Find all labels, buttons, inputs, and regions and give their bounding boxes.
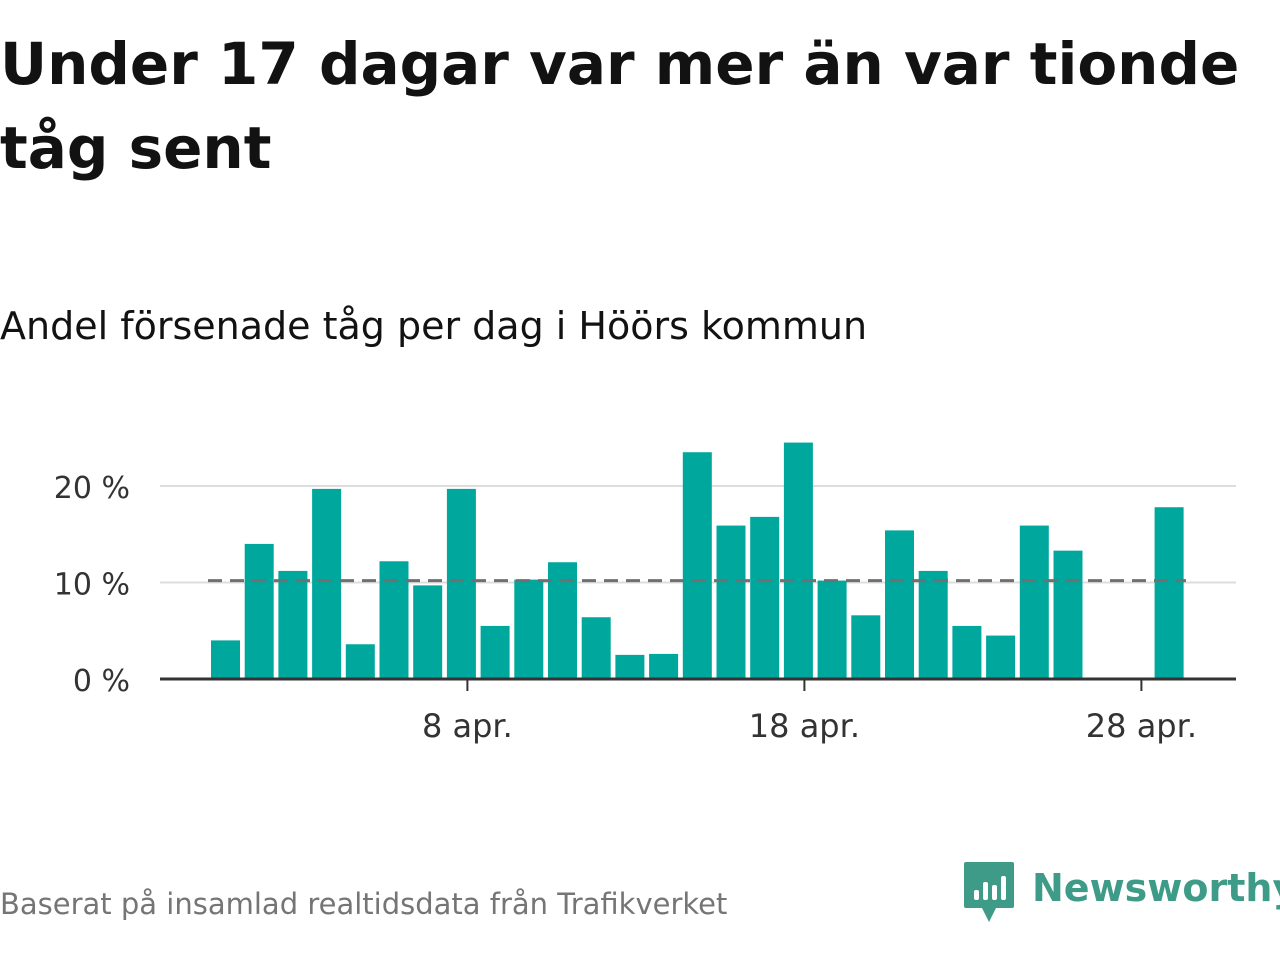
bar xyxy=(716,525,746,679)
bar xyxy=(817,580,847,679)
bar xyxy=(1154,507,1184,679)
newsworthy-logo-icon xyxy=(964,862,1014,922)
x-tick-label: 28 apr. xyxy=(1086,707,1197,745)
bar xyxy=(986,635,1016,679)
bar xyxy=(682,452,712,679)
source-note: Baserat på insamlad realtidsdata från Tr… xyxy=(0,887,728,921)
bar xyxy=(345,644,375,679)
bar xyxy=(649,653,679,679)
bar xyxy=(278,570,308,679)
bar xyxy=(1019,525,1049,679)
brand-name: Newsworthy xyxy=(1032,866,1280,910)
bar xyxy=(480,625,510,679)
bar xyxy=(918,570,948,679)
bar xyxy=(851,615,881,679)
bar xyxy=(446,488,476,679)
x-tick-label: 8 apr. xyxy=(422,707,513,745)
bar xyxy=(1053,550,1083,679)
chart-title: Andel försenade tåg per dag i Höörs komm… xyxy=(0,304,868,348)
axes: 0 % 10 % 20 % 8 apr. 18 apr. 28 apr. xyxy=(54,471,1236,745)
y-tick-label: 0 % xyxy=(73,664,130,699)
bar xyxy=(211,640,240,679)
bar xyxy=(312,488,342,679)
bar xyxy=(615,654,645,679)
bar xyxy=(783,442,813,679)
bar xyxy=(750,516,780,679)
bar xyxy=(379,561,409,679)
bar xyxy=(514,579,544,679)
y-tick-label: 10 % xyxy=(54,568,130,603)
bar xyxy=(885,530,914,679)
bar xyxy=(244,543,274,679)
bar-chart: 0 % 10 % 20 % 8 apr. 18 apr. 28 apr. xyxy=(54,442,1236,745)
x-tick-label: 18 apr. xyxy=(749,707,860,745)
y-tick-label: 20 % xyxy=(54,471,130,506)
chart-headline: Under 17 dagar var mer än var tionde tåg… xyxy=(0,30,1240,182)
bar xyxy=(413,585,443,679)
bar xyxy=(581,617,611,679)
bars xyxy=(211,442,1184,679)
newsworthy-brand: Newsworthy xyxy=(964,862,1280,926)
bar xyxy=(952,625,982,679)
